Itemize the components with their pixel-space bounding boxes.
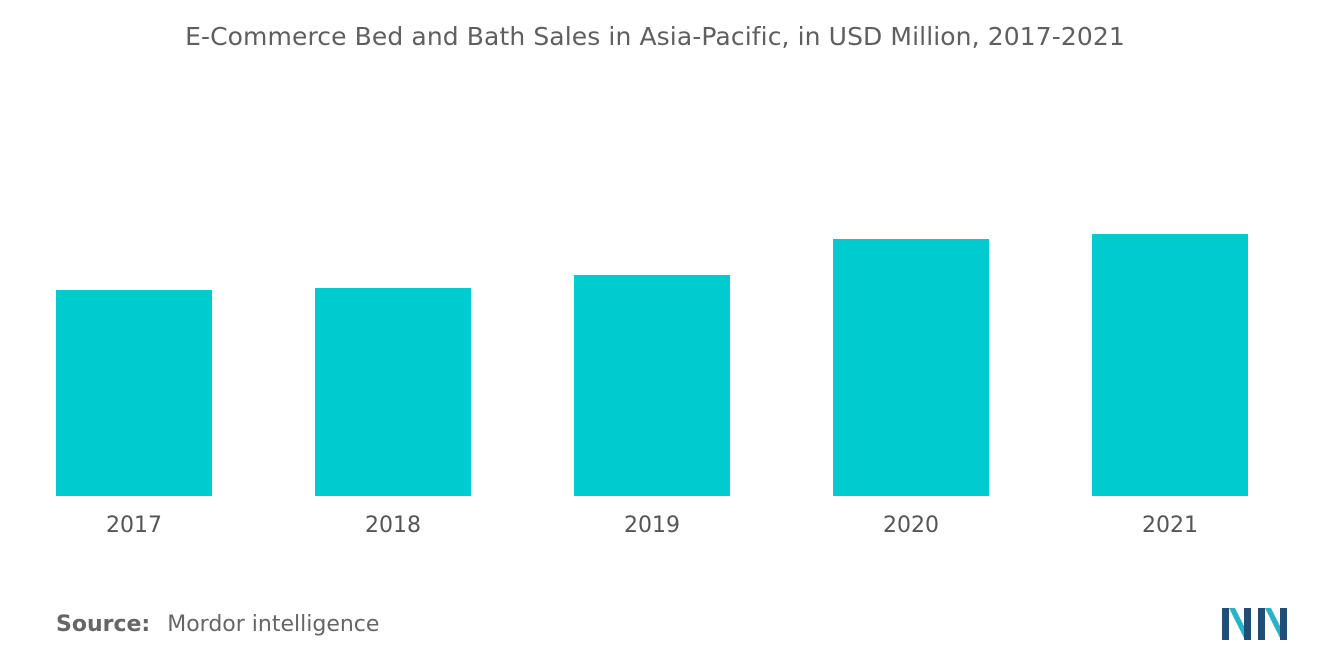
bar-2018 [315,288,471,496]
bar-2017 [56,290,212,496]
mordor-intelligence-logo-icon [1222,608,1287,640]
x-tick-label-2017: 2017 [106,513,162,538]
bar-2019 [574,275,730,496]
x-tick-label-2020: 2020 [883,513,939,538]
x-tick-label-2021: 2021 [1142,513,1198,538]
source-label: Source: [56,612,151,637]
source-value: Mordor intelligence [167,612,380,637]
x-tick-label-2018: 2018 [365,513,421,538]
tick-labels-group: 2017 2018 2019 2020 2021 [106,513,1198,538]
bar-2020 [833,239,989,496]
chart-title: E-Commerce Bed and Bath Sales in Asia-Pa… [185,22,1125,51]
source-note: Source: Mordor intelligence [56,612,379,637]
bar-2021 [1092,234,1248,496]
bars-group [56,234,1248,496]
x-tick-label-2019: 2019 [624,513,680,538]
